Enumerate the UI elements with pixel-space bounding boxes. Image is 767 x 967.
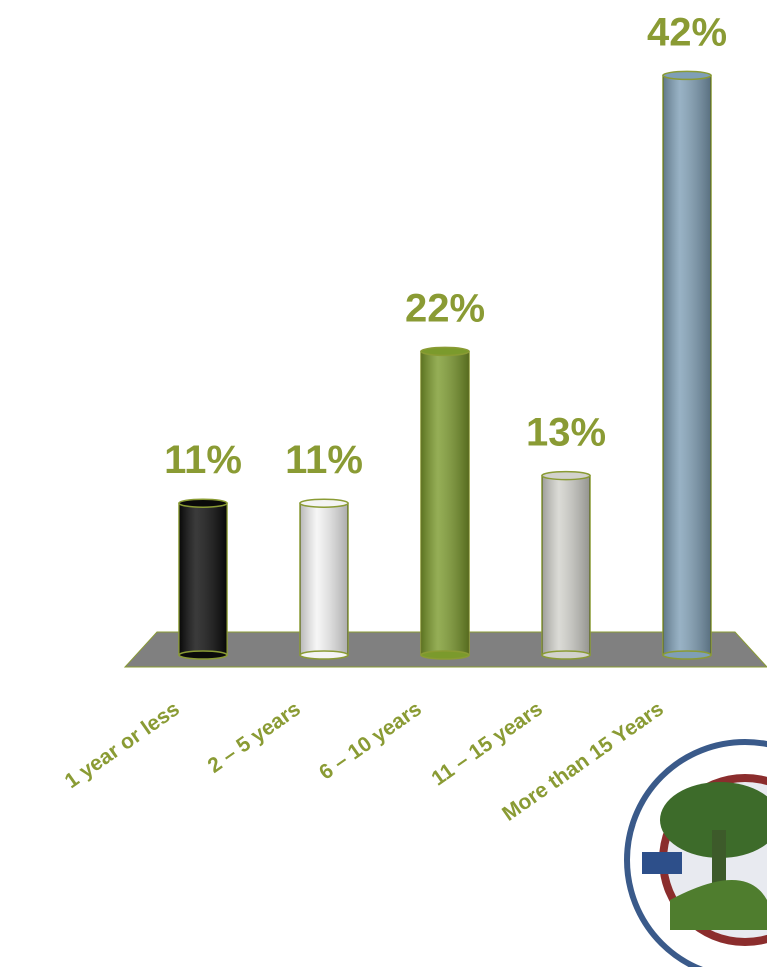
- x-tick-label: 6 – 10 years: [315, 697, 426, 784]
- value-label: 11%: [285, 438, 363, 482]
- value-label: 22%: [405, 286, 485, 330]
- value-label: 42%: [647, 10, 727, 54]
- logo: [624, 739, 767, 967]
- value-label: 11%: [164, 438, 242, 482]
- bar-bottom: [541, 650, 591, 660]
- bar-shade: [542, 475, 590, 655]
- bar-top: [541, 470, 591, 481]
- x-tick-label: 1 year or less: [61, 697, 184, 793]
- value-label: 13%: [526, 411, 606, 455]
- bar-bottom: [299, 650, 349, 660]
- bar-top: [299, 498, 349, 508]
- bar-shade: [300, 503, 348, 655]
- bar-bottom: [178, 650, 228, 660]
- bar-shade: [421, 351, 469, 655]
- bar-shade: [179, 503, 227, 655]
- x-tick-label: 11 – 15 years: [427, 697, 546, 790]
- bar-shade: [663, 75, 711, 655]
- bar-bottom: [420, 650, 470, 660]
- x-tick-label: 2 – 5 years: [204, 697, 305, 777]
- bar-top: [420, 346, 470, 357]
- bar-top: [178, 498, 228, 508]
- bar-bottom: [662, 650, 712, 660]
- bar-top: [662, 70, 712, 81]
